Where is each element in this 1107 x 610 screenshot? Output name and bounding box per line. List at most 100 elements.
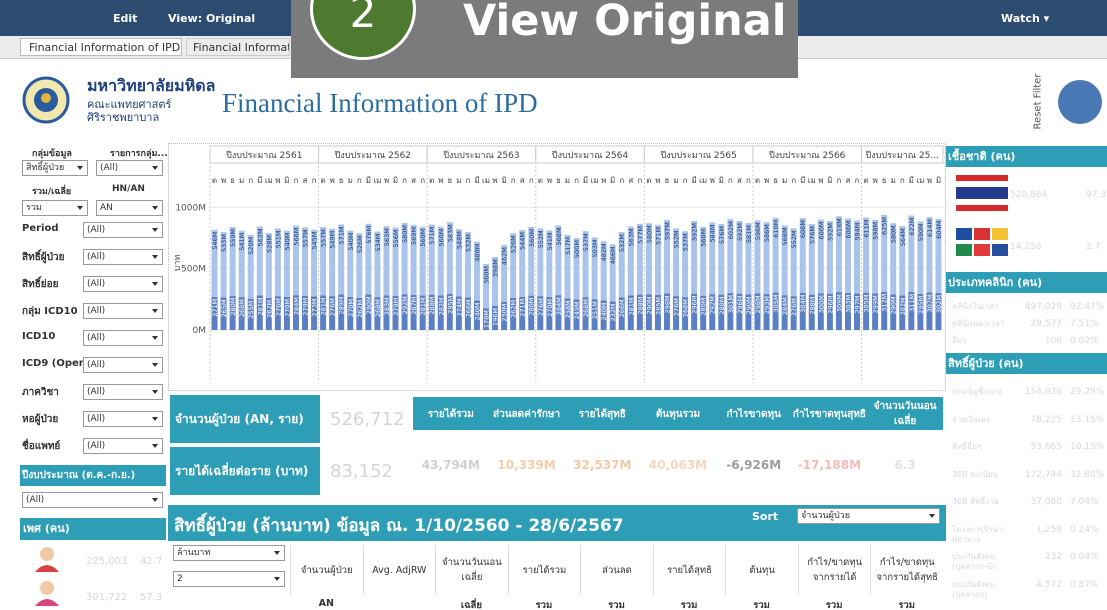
bar-value-label: 276M <box>329 298 337 316</box>
bar-value-label: 526M <box>510 235 518 253</box>
table-cell: รวม <box>653 598 726 610</box>
bar-value-label: 537M <box>682 233 690 251</box>
race-value: 14,258 <box>1010 242 1042 252</box>
bar-value-label: 270M <box>283 299 291 317</box>
bar-value-label: 577M <box>636 226 644 244</box>
x-tick-label: ก <box>420 176 425 185</box>
table-cell: AN <box>290 598 363 609</box>
x-tick-label: ก <box>746 176 751 185</box>
filter-dropdown[interactable]: รวม <box>22 200 88 216</box>
x-tick-label: พ <box>818 176 823 185</box>
table-cell: รวม <box>798 598 871 610</box>
bar-value-label: 602M <box>727 221 735 239</box>
filter-label: Period <box>22 223 59 234</box>
year-title: ปีงบประมาณ (ต.ค.-ก.ย.) <box>20 465 166 486</box>
reset-button[interactable] <box>1058 80 1102 124</box>
bar-value-label: 532M <box>618 234 626 252</box>
bar-value-label: 503M <box>591 239 599 257</box>
filter-dropdown[interactable]: (All) <box>83 384 163 400</box>
filter-dropdown[interactable]: (All) <box>83 438 163 454</box>
filter-dropdown[interactable]: (All) <box>83 276 163 292</box>
view-button[interactable]: View: Original <box>168 12 255 25</box>
stat-pct: 29.29% <box>1070 387 1104 397</box>
stat-label: 30B ทะเบียน <box>952 470 1008 480</box>
bar-value-label: 265M <box>220 299 228 317</box>
bar-value-label: 276M <box>274 298 282 316</box>
unit-dropdown[interactable]: ล้านบาท <box>173 545 285 561</box>
bar-value-label: 583M <box>446 224 454 242</box>
stat-pct: 0.87% <box>1070 580 1099 590</box>
x-tick-label: ต <box>863 176 868 185</box>
filter-dropdown[interactable]: (All) <box>83 411 163 427</box>
x-tick-label: ต <box>321 176 326 185</box>
bar-value-label: 598M <box>872 222 880 240</box>
tab[interactable]: Financial Information of IPD <box>20 38 182 56</box>
stat-value: 1,258 <box>1010 525 1062 535</box>
bar-value-label: 540M <box>347 233 355 251</box>
filter-dropdown[interactable]: (All) <box>83 303 163 319</box>
filter-dropdown[interactable]: สิทธิ์ผู้ป่วย <box>22 160 88 176</box>
bar-value-label: 271M <box>519 299 527 317</box>
bar-value-label: 610M <box>772 220 780 238</box>
filter-dropdown[interactable]: AN <box>96 200 163 216</box>
bar-value-label: 288M <box>808 297 816 315</box>
kpi-label: จำนวนผู้ป่วย (AN, ราย) <box>170 395 320 443</box>
filter-dropdown[interactable]: (All) <box>83 249 163 265</box>
x-tick-label: ก <box>728 176 733 185</box>
bar-value-label: 564M <box>899 228 907 246</box>
filter-dropdown[interactable]: (All) <box>83 222 163 238</box>
bar-value-label: 606M <box>844 220 852 238</box>
filter-dropdown[interactable]: (All) <box>83 330 163 346</box>
bar-value-label: 576M <box>718 226 726 244</box>
x-tick-label: มี <box>474 176 479 185</box>
bar-value-label: 232M <box>609 304 617 322</box>
stat-label: คลินิกนอกเวลา <box>952 319 1008 329</box>
bar-value-label: 604M <box>935 221 943 239</box>
bar-value-label: 282M <box>899 297 907 315</box>
bar-value-label: 556M <box>392 230 400 248</box>
bar-value-label: 466M <box>609 246 617 264</box>
stat-value: 29,577 <box>1010 319 1062 329</box>
bar-value-label: 262M <box>356 300 364 318</box>
gender-pct: 57.3 <box>140 592 162 603</box>
kpi-column-label: รายได้สุทธิ <box>564 399 640 429</box>
sort-dropdown[interactable]: จำนวนผู้ป่วย <box>797 508 940 524</box>
stat-label: สิทธิ์อื่นๆ <box>952 442 1008 452</box>
x-tick-label: ต <box>646 176 651 185</box>
table-header: จำนวนวันนอนเฉลี่ย <box>435 545 508 595</box>
watch-button[interactable]: Watch ▾ <box>1001 12 1049 25</box>
x-tick-label: ม <box>565 176 570 185</box>
x-tick-label: พ <box>872 176 877 185</box>
x-tick-label: เม <box>373 176 381 185</box>
filter-dropdown[interactable]: (All) <box>96 160 163 176</box>
bar-value-label: 279M <box>302 298 310 316</box>
year-label: ปีงบประมาณ 2565 <box>660 150 736 161</box>
x-tick-label: มิ <box>284 176 289 185</box>
stat-value: 106 <box>1010 336 1062 346</box>
stat-label: อื่นๆ <box>952 336 1008 346</box>
bar-value-label: 560M <box>437 229 445 247</box>
level-dropdown[interactable]: 2 <box>173 571 285 587</box>
stat-value: 497,029 <box>1010 302 1062 312</box>
edit-button[interactable]: Edit <box>113 12 137 25</box>
year-label: ปีงบประมาณ 2563 <box>443 150 519 161</box>
stat-pct: 0.04% <box>1070 552 1099 562</box>
x-tick-label: ธ <box>230 176 235 185</box>
bar-value-label: 276M <box>673 298 681 316</box>
stat-label: กรมบัญชีกลาง <box>952 387 1008 397</box>
bar-value-label: 597M <box>663 222 671 240</box>
bar-value-label: 625M <box>881 217 889 235</box>
gender-value: 225,003 <box>86 556 127 567</box>
bar-value-label: 541M <box>546 232 554 250</box>
kpi-column-label: ต้นทุนรวม <box>640 399 716 429</box>
bar-value-label: 571M <box>428 227 436 245</box>
tab[interactable]: Financial Informat <box>186 38 290 56</box>
filter-dropdown[interactable]: (All) <box>83 357 163 373</box>
year-dropdown[interactable]: (All) <box>22 492 163 508</box>
x-tick-label: ต <box>429 176 434 185</box>
bar-value-label: 571M <box>338 226 346 244</box>
bar-value-label: 305M <box>863 295 871 313</box>
stat-value: 78,225 <box>1010 415 1062 425</box>
stat-value: 232 <box>1010 552 1062 562</box>
bar-value-label: 299M <box>872 295 880 313</box>
